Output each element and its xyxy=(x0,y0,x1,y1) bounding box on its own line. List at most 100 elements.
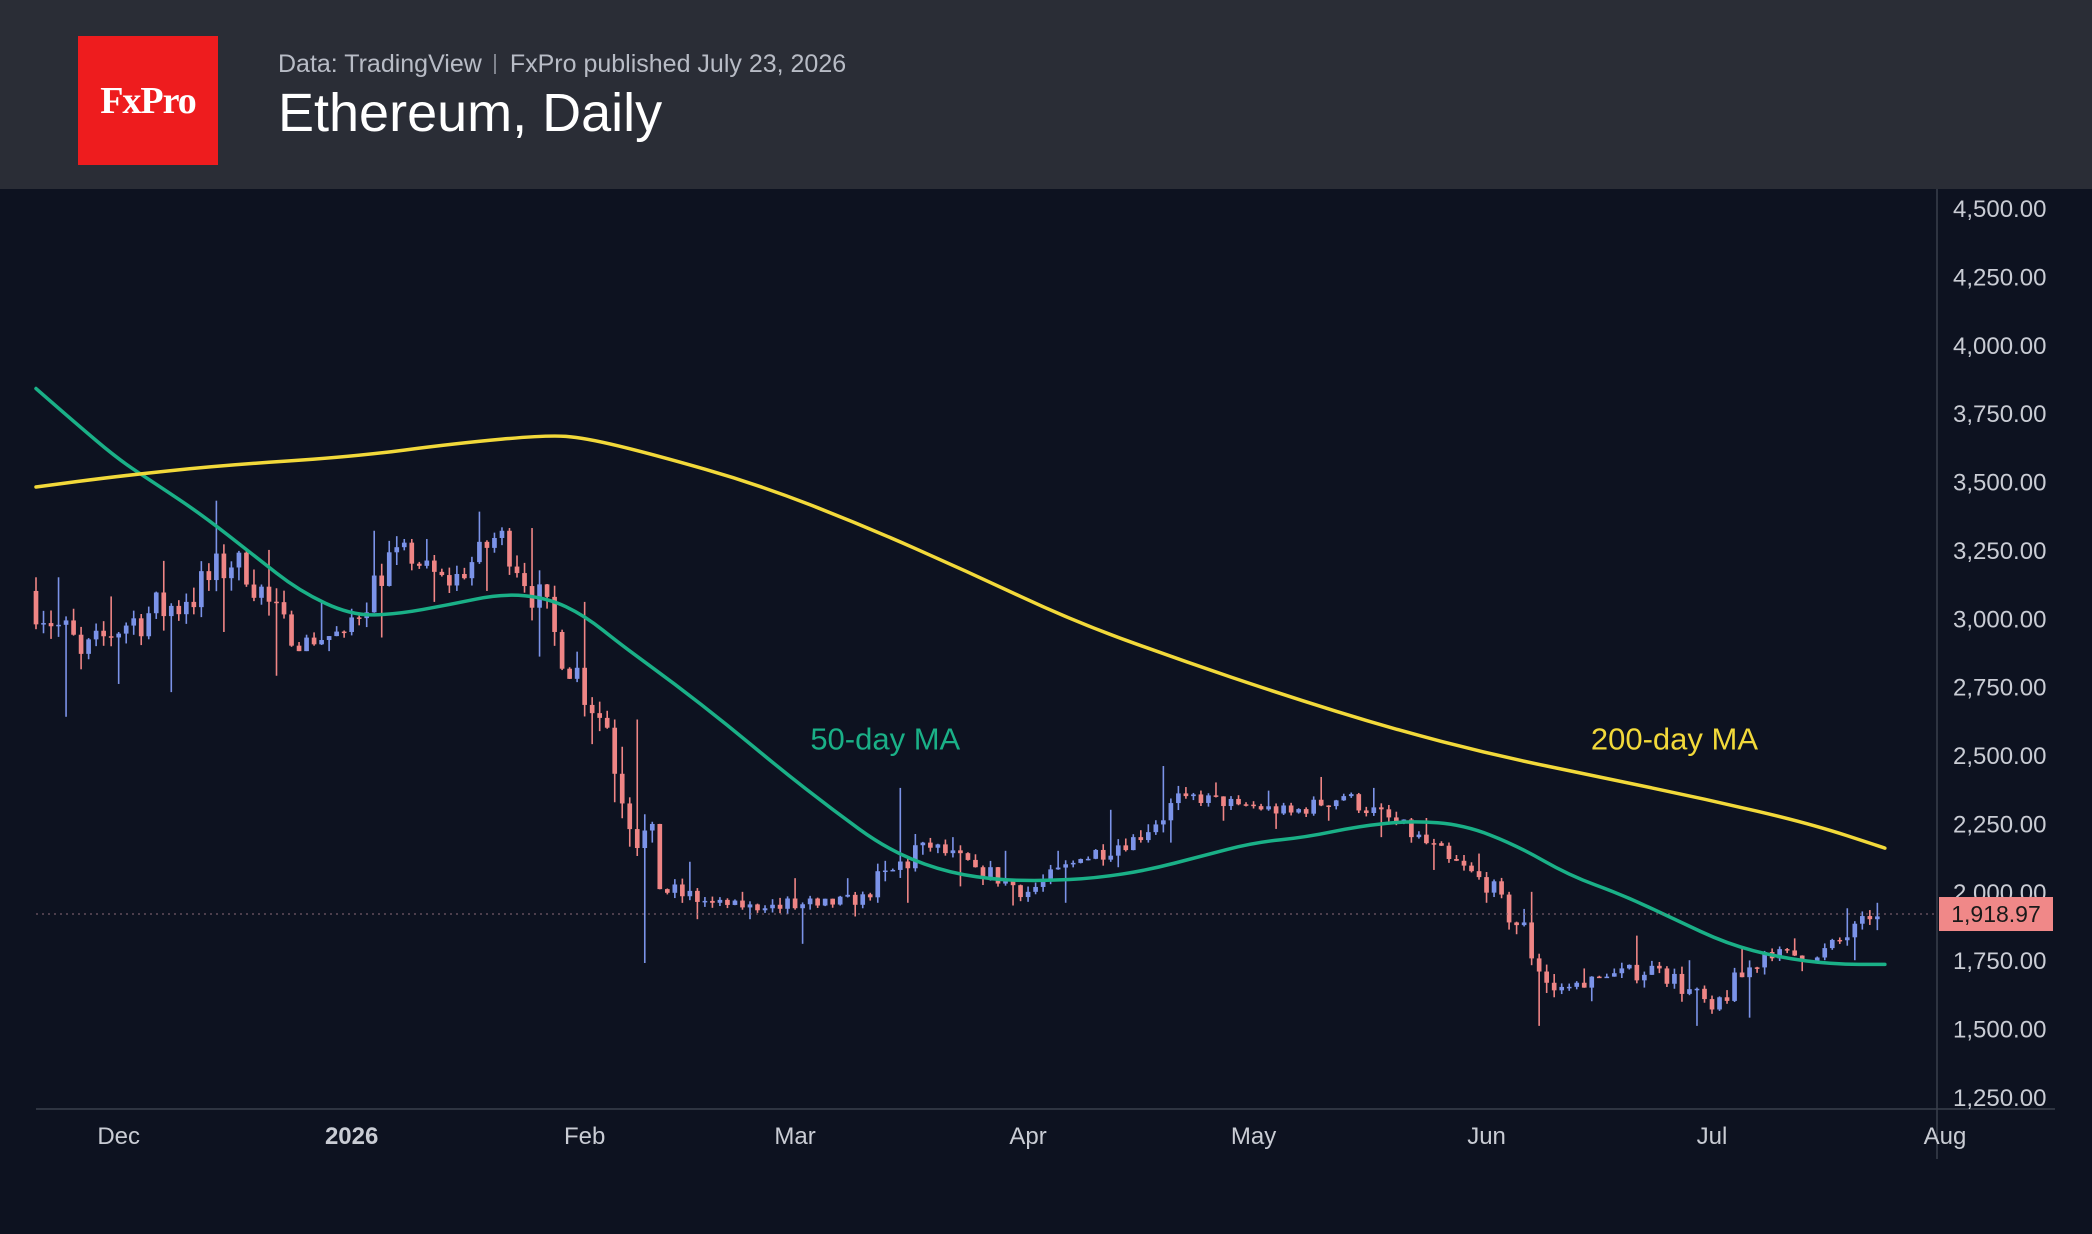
candle-body xyxy=(807,898,813,905)
candle-body xyxy=(1431,843,1437,845)
candle-body xyxy=(1100,849,1106,860)
candle-body xyxy=(845,894,851,897)
candle-body xyxy=(1108,855,1114,860)
candle-body xyxy=(1829,939,1835,949)
candle-body xyxy=(1363,810,1369,814)
candle-body xyxy=(41,623,46,625)
candle-body xyxy=(462,573,467,579)
candle-body xyxy=(943,844,948,854)
candle-body xyxy=(1153,824,1159,833)
y-tick-label: 2,250.00 xyxy=(1953,811,2046,838)
candle-body xyxy=(1213,795,1219,797)
candle-body xyxy=(852,894,858,905)
ma200-label: 200-day MA xyxy=(1591,722,1758,757)
candle-body xyxy=(507,530,512,567)
candle-body xyxy=(514,566,520,574)
candle-body xyxy=(424,560,430,566)
candle-body xyxy=(627,803,633,830)
candle-body xyxy=(1634,964,1640,981)
candle-body xyxy=(747,904,753,908)
candle-body xyxy=(604,717,610,728)
candle-body xyxy=(409,542,415,564)
candle-body xyxy=(168,605,174,617)
candle-body xyxy=(1664,968,1670,984)
candle-body xyxy=(672,884,678,893)
candle-body xyxy=(1356,794,1362,811)
data-source: Data: TradingView xyxy=(278,49,482,78)
candle-body xyxy=(161,592,167,617)
candle-body xyxy=(326,636,332,641)
candle-body xyxy=(78,634,84,654)
candle-body xyxy=(484,541,490,548)
candle-body xyxy=(1416,834,1422,838)
y-tick-label: 3,000.00 xyxy=(1953,606,2046,633)
candle-body xyxy=(33,590,39,625)
candle-body xyxy=(522,573,527,587)
candle-body xyxy=(131,618,137,626)
candle-body xyxy=(439,571,445,576)
y-tick-label: 1,250.00 xyxy=(1953,1085,2046,1112)
candle-body xyxy=(785,898,790,909)
candle-body xyxy=(319,640,324,645)
candle-body xyxy=(1672,973,1677,984)
candle-body xyxy=(875,871,881,898)
candle-body xyxy=(1679,973,1685,994)
candle-body xyxy=(860,894,866,905)
candle-body xyxy=(296,645,302,652)
candle-body xyxy=(1642,974,1647,981)
candle-body xyxy=(432,560,437,572)
candle-body xyxy=(1115,845,1121,856)
candle-body xyxy=(867,894,873,898)
candle-body xyxy=(1191,794,1196,797)
candle-body xyxy=(657,823,663,890)
candle-body xyxy=(1228,798,1234,807)
candle-body xyxy=(146,613,152,637)
candle-body xyxy=(1566,986,1572,989)
candle-body xyxy=(416,563,422,566)
candle-body xyxy=(1529,922,1534,959)
y-tick-label: 1,500.00 xyxy=(1953,1017,2046,1044)
candle-body xyxy=(1762,952,1767,968)
candle-body xyxy=(236,552,242,568)
ma50-label: 50-day MA xyxy=(810,722,960,757)
candle-body xyxy=(266,586,272,602)
candle-body xyxy=(928,842,933,848)
candle-body xyxy=(341,631,347,634)
y-tick-label: 2,750.00 xyxy=(1953,675,2046,702)
candle-body xyxy=(1010,880,1016,886)
candle-body xyxy=(1409,819,1414,838)
x-tick-label: 2026 xyxy=(325,1123,378,1150)
candle-body xyxy=(1078,859,1084,863)
candle-body xyxy=(725,899,730,905)
candle-body xyxy=(1461,860,1467,866)
y-tick-label: 3,750.00 xyxy=(1953,401,2046,428)
candle-body xyxy=(71,620,76,635)
candle-body xyxy=(1063,864,1068,868)
candle-body xyxy=(559,631,565,669)
candle-body xyxy=(1604,976,1610,979)
candle-body xyxy=(837,896,843,905)
y-tick-label: 3,500.00 xyxy=(1953,470,2046,497)
candle-body xyxy=(289,614,294,646)
candle-body xyxy=(1837,939,1843,942)
last-price-badge xyxy=(1939,897,2053,932)
candle-body xyxy=(702,900,708,903)
candle-body xyxy=(1123,845,1129,851)
candle-body xyxy=(477,541,482,563)
y-tick-label: 4,500.00 xyxy=(1953,196,2046,223)
candle-body xyxy=(1168,803,1174,821)
candle-body xyxy=(1055,867,1061,870)
candle-body xyxy=(1146,832,1151,841)
candle-body xyxy=(1844,937,1850,941)
candle-body xyxy=(890,869,896,872)
fxpro-logo: FxPro xyxy=(78,36,218,165)
candle-body xyxy=(349,617,354,632)
candle-body xyxy=(1318,799,1324,806)
published-date: FxPro published July 23, 2026 xyxy=(509,49,847,78)
candle-body xyxy=(1251,804,1256,807)
candle-body xyxy=(582,667,587,705)
candle-body xyxy=(664,889,670,893)
candle-body xyxy=(537,584,542,608)
candle-body xyxy=(454,573,460,586)
candle-body xyxy=(1491,881,1497,893)
